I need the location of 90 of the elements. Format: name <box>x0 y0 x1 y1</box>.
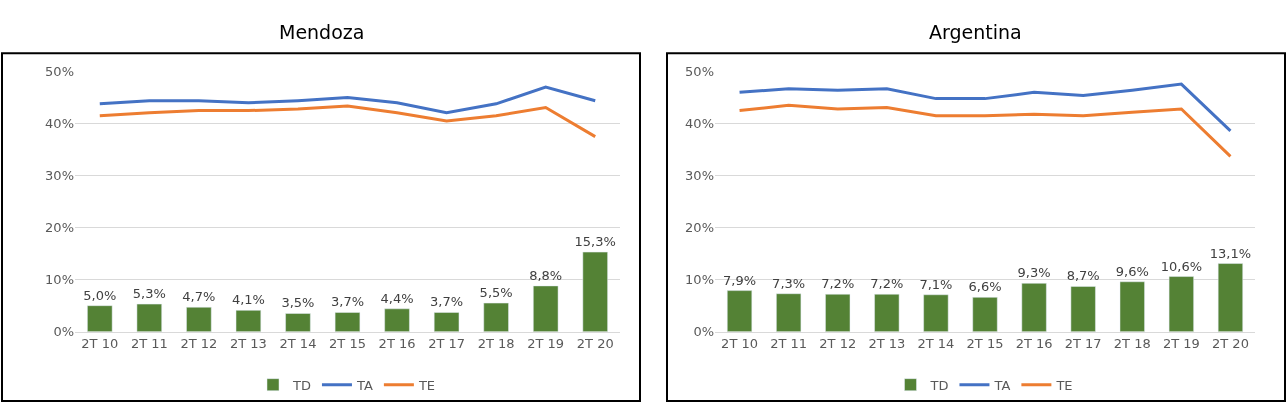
bar <box>727 290 753 332</box>
chart-title: Mendoza <box>279 21 365 43</box>
bar <box>384 308 410 332</box>
x-tick-label: 2T 16 <box>378 336 416 352</box>
bar <box>1021 283 1047 332</box>
data-label: 4,4% <box>380 290 414 306</box>
x-tick-label: 2T 20 <box>576 336 614 352</box>
x-tick-label: 2T 12 <box>819 336 857 352</box>
legend-label: TA <box>993 377 1011 393</box>
data-label: 7,2% <box>821 276 855 292</box>
line-series <box>98 85 597 115</box>
x-tick-label: 2T 18 <box>1113 336 1151 352</box>
data-label: 9,6% <box>1115 263 1149 279</box>
y-tick-label: 40% <box>685 116 714 132</box>
bar <box>825 293 851 332</box>
x-tick-label: 2T 12 <box>180 336 218 352</box>
line-series <box>98 104 597 139</box>
bar <box>1168 276 1194 332</box>
line-series <box>738 103 1232 158</box>
bar <box>433 312 460 332</box>
y-tick-label: 30% <box>45 168 74 184</box>
x-tick-label: 2T 15 <box>329 336 366 352</box>
data-label: 7,3% <box>772 275 806 291</box>
data-label: 10,6% <box>1160 258 1203 274</box>
y-tick-label: 30% <box>685 168 714 184</box>
data-label: 15,3% <box>574 234 616 250</box>
data-label: 6,6% <box>968 279 1002 295</box>
y-tick-label: 0% <box>693 324 714 340</box>
data-label: 8,7% <box>1066 268 1100 284</box>
data-label: 3,7% <box>330 294 365 310</box>
legend-label: TA <box>355 377 373 393</box>
bar <box>1217 263 1243 332</box>
line-series <box>738 82 1232 133</box>
y-tick-label: 0% <box>53 324 74 340</box>
x-tick-label: 2T 11 <box>130 336 168 352</box>
x-tick-label: 2T 10 <box>721 336 758 352</box>
data-label: 8,8% <box>529 267 563 283</box>
legend-label: TD <box>292 377 311 393</box>
x-tick-label: 2T 17 <box>1064 336 1102 352</box>
data-label: 3,7% <box>430 294 464 310</box>
data-label: 5,0% <box>83 287 117 303</box>
bar <box>533 285 559 332</box>
data-label: 4,1% <box>231 292 265 308</box>
chart-title: Argentina <box>929 21 1022 43</box>
x-tick-label: 2T 15 <box>966 336 1004 352</box>
bar <box>235 310 262 332</box>
bar <box>87 305 113 332</box>
x-tick-label: 2T 18 <box>477 336 515 352</box>
bar <box>776 293 802 332</box>
bar <box>285 313 311 332</box>
bar <box>136 303 162 332</box>
y-tick-label: 40% <box>45 116 74 132</box>
y-tick-label: 50% <box>685 64 714 80</box>
y-tick-label: 50% <box>45 64 74 80</box>
x-tick-label: 2T 14 <box>279 336 317 352</box>
y-tick-label: 20% <box>685 220 714 236</box>
data-label: 5,5% <box>479 285 513 301</box>
x-tick-label: 2T 17 <box>428 336 466 352</box>
legend-label: TE <box>417 377 436 393</box>
legend-label: TD <box>929 377 949 393</box>
bar <box>582 251 608 332</box>
x-tick-label: 2T 13 <box>868 336 906 352</box>
data-label: 7,2% <box>870 276 904 292</box>
data-label: 3,5% <box>281 295 315 311</box>
y-tick-label: 20% <box>45 220 74 236</box>
x-tick-label: 2T 20 <box>1212 336 1249 352</box>
bar <box>1070 286 1096 332</box>
bar <box>186 306 212 332</box>
bar <box>874 293 900 332</box>
data-label: 4,7% <box>182 289 216 305</box>
data-label: 9,3% <box>1017 265 1051 281</box>
x-tick-label: 2T 19 <box>1162 336 1200 352</box>
x-tick-label: 2T 13 <box>229 336 267 352</box>
legend-label: TE <box>1055 377 1073 393</box>
y-tick-label: 10% <box>45 272 74 288</box>
bar <box>972 297 998 332</box>
y-tick-label: 10% <box>685 272 714 288</box>
bar <box>334 312 361 332</box>
data-label: 7,9% <box>723 272 757 288</box>
bar <box>483 302 509 332</box>
x-tick-label: 2T 19 <box>527 336 565 352</box>
bar <box>1119 281 1145 332</box>
bar <box>923 294 949 332</box>
data-label: 5,3% <box>132 286 166 302</box>
x-tick-label: 2T 14 <box>917 336 955 352</box>
x-tick-label: 2T 10 <box>81 336 119 352</box>
x-tick-label: 2T 16 <box>1015 336 1053 352</box>
data-label: 7,1% <box>919 276 953 292</box>
x-tick-label: 2T 11 <box>770 336 808 352</box>
data-label: 13,1% <box>1209 245 1252 261</box>
